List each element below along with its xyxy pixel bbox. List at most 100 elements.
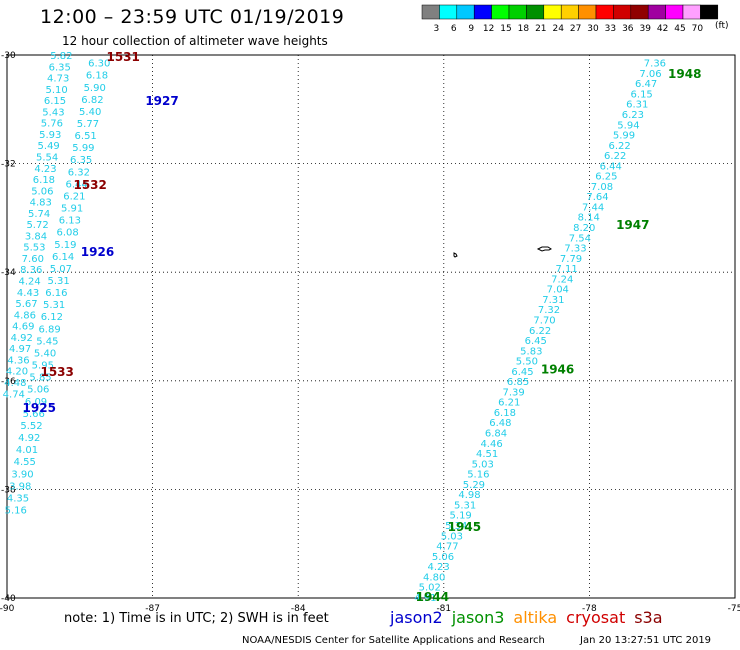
legend-label: 70 bbox=[692, 24, 704, 34]
lon-tick-label: -90 bbox=[0, 604, 15, 614]
wave-height-value: 4.97 bbox=[9, 344, 31, 355]
wave-height-value: 7.64 bbox=[586, 192, 608, 203]
wave-height-value: 5.16 bbox=[5, 505, 27, 516]
wave-height-value: 6.44 bbox=[600, 161, 622, 172]
track-west-b: 6.306.185.906.825.405.776.515.996.356.32… bbox=[5, 59, 111, 517]
wave-height-value: 7.31 bbox=[542, 295, 564, 306]
wave-height-value: 6.23 bbox=[622, 110, 644, 121]
wave-height-value: 4.86 bbox=[14, 310, 36, 321]
legend-swatch bbox=[613, 4, 632, 20]
wave-height-value: 6.22 bbox=[608, 141, 630, 152]
legend-swatch bbox=[682, 4, 701, 20]
wave-height-value: 6.45 bbox=[511, 367, 533, 378]
wave-height-value: 5.66 bbox=[23, 409, 45, 420]
satellite-legend: jason2 jason3 altika cryosat s3a bbox=[390, 608, 672, 627]
legend-swatch bbox=[700, 4, 719, 20]
legend-label: 24 bbox=[552, 24, 564, 34]
lat-tick-label: -30 bbox=[1, 51, 16, 61]
pass-time-label: 1944 bbox=[416, 590, 449, 604]
wave-height-value: 5.77 bbox=[77, 119, 99, 130]
wave-height-value: 8.14 bbox=[578, 213, 600, 224]
wave-height-value: 5.93 bbox=[39, 130, 61, 141]
legend-label: 18 bbox=[518, 24, 530, 34]
lat-tick-label: -36 bbox=[1, 377, 16, 387]
wave-height-value: 5.90 bbox=[84, 83, 106, 94]
satellite-s3a: s3a bbox=[634, 608, 663, 627]
legend-label: 12 bbox=[483, 24, 494, 34]
pass-time-label: 1532 bbox=[73, 178, 106, 192]
wave-height-value: 7.08 bbox=[591, 182, 613, 193]
legend-label: 6 bbox=[451, 24, 457, 34]
wave-height-value: 4.23 bbox=[34, 164, 56, 175]
wave-height-value: 4.55 bbox=[14, 457, 36, 468]
wave-height-value: 8.20 bbox=[573, 223, 595, 234]
wave-height-value: 4.73 bbox=[47, 74, 69, 85]
pass-time-label: 1927 bbox=[145, 94, 178, 108]
track-east: 7.367.066.476.156.316.235.945.996.226.22… bbox=[414, 59, 666, 604]
legend-label: 30 bbox=[587, 24, 599, 34]
legend-label: 9 bbox=[468, 24, 474, 34]
wave-height-value: 6.14 bbox=[52, 252, 74, 263]
pass-time-label: 1948 bbox=[668, 67, 701, 81]
wave-height-value: 5.19 bbox=[450, 511, 472, 522]
wave-height-value: 6.09 bbox=[25, 397, 47, 408]
wave-height-value: 5.99 bbox=[613, 131, 635, 142]
wave-height-value: 6.44 bbox=[66, 179, 88, 190]
wave-height-value: 6.15 bbox=[631, 89, 653, 100]
wave-height-value: 5.16 bbox=[467, 470, 489, 481]
wave-height-value: 5.06 bbox=[31, 186, 53, 197]
wave-height-value: 5.45 bbox=[36, 336, 58, 347]
wave-height-value: 5.07 bbox=[50, 264, 72, 275]
wave-height-value: 5.34 bbox=[445, 521, 467, 532]
wave-height-value: 7.79 bbox=[560, 254, 582, 265]
wave-height-value: 4.20 bbox=[6, 367, 28, 378]
pass-time-label: 1531 bbox=[106, 50, 139, 64]
wave-height-value: 6.31 bbox=[626, 100, 648, 111]
generated-timestamp: Jan 20 13:27:51 UTC 2019 bbox=[580, 635, 712, 646]
wave-height-value: 6.35 bbox=[70, 155, 92, 166]
legend-label: 15 bbox=[500, 24, 511, 34]
wave-height-value: 7.32 bbox=[538, 305, 560, 316]
lon-tick-label: -84 bbox=[291, 604, 306, 614]
wave-height-value: 6.08 bbox=[56, 228, 78, 239]
wave-height-value: 7.06 bbox=[639, 69, 661, 80]
wave-height-value: 4.83 bbox=[30, 198, 52, 209]
pass-time-label: 1945 bbox=[448, 520, 481, 534]
wave-height-value: 6.12 bbox=[41, 312, 63, 323]
wave-height-value: 5.03 bbox=[472, 459, 494, 470]
wave-height-value: 4.98 bbox=[458, 490, 480, 501]
legend-label: 39 bbox=[639, 24, 651, 34]
pass-time-label: 1926 bbox=[81, 245, 114, 259]
wave-height-value: 5.49 bbox=[38, 141, 60, 152]
wave-height-value: 5.31 bbox=[47, 276, 69, 287]
legend-label: 42 bbox=[657, 24, 668, 34]
pass-time-label: 1533 bbox=[40, 365, 73, 379]
wave-height-value: 5.43 bbox=[42, 107, 64, 118]
color-legend: 3 6 9 12 15 18 21 24 27 30 33 36 39 42 45 70 bbox=[421, 4, 719, 34]
wave-height-value: 7.44 bbox=[582, 202, 604, 213]
wave-height-value: 7.11 bbox=[555, 264, 577, 275]
legend-swatch bbox=[473, 4, 492, 20]
wave-height-value: 7.60 bbox=[22, 254, 44, 265]
legend-swatch bbox=[543, 4, 562, 20]
wave-height-value: 4.01 bbox=[16, 445, 38, 456]
wave-height-value: 5.06 bbox=[27, 385, 49, 396]
wave-height-value: 5.91 bbox=[61, 204, 83, 215]
wave-height-value: 6.18 bbox=[494, 408, 516, 419]
wave-height-value: 6.48 bbox=[489, 418, 511, 429]
wave-height-value: 6.89 bbox=[38, 324, 60, 335]
wave-height-value: 4.80 bbox=[423, 572, 445, 583]
wave-height-value: 4.77 bbox=[436, 542, 458, 553]
wave-height-value: 5.67 bbox=[15, 299, 37, 310]
wave-height-value: 5.99 bbox=[72, 143, 94, 154]
lon-tick-label: -78 bbox=[582, 604, 597, 614]
wave-height-value: 5.76 bbox=[41, 119, 63, 130]
wave-height-value: 7.04 bbox=[547, 285, 569, 296]
wave-height-value: 6.21 bbox=[498, 398, 520, 409]
wave-height-value: 5.82 bbox=[50, 51, 72, 62]
credit-line: NOAA/NESDIS Center for Satellite Applica… bbox=[242, 635, 545, 646]
wave-height-value: 4.74 bbox=[3, 389, 25, 400]
wave-height-value: 5.54 bbox=[36, 152, 58, 163]
lon-tick-label: -81 bbox=[436, 604, 451, 614]
wave-height-value: 8.36 bbox=[20, 265, 42, 276]
